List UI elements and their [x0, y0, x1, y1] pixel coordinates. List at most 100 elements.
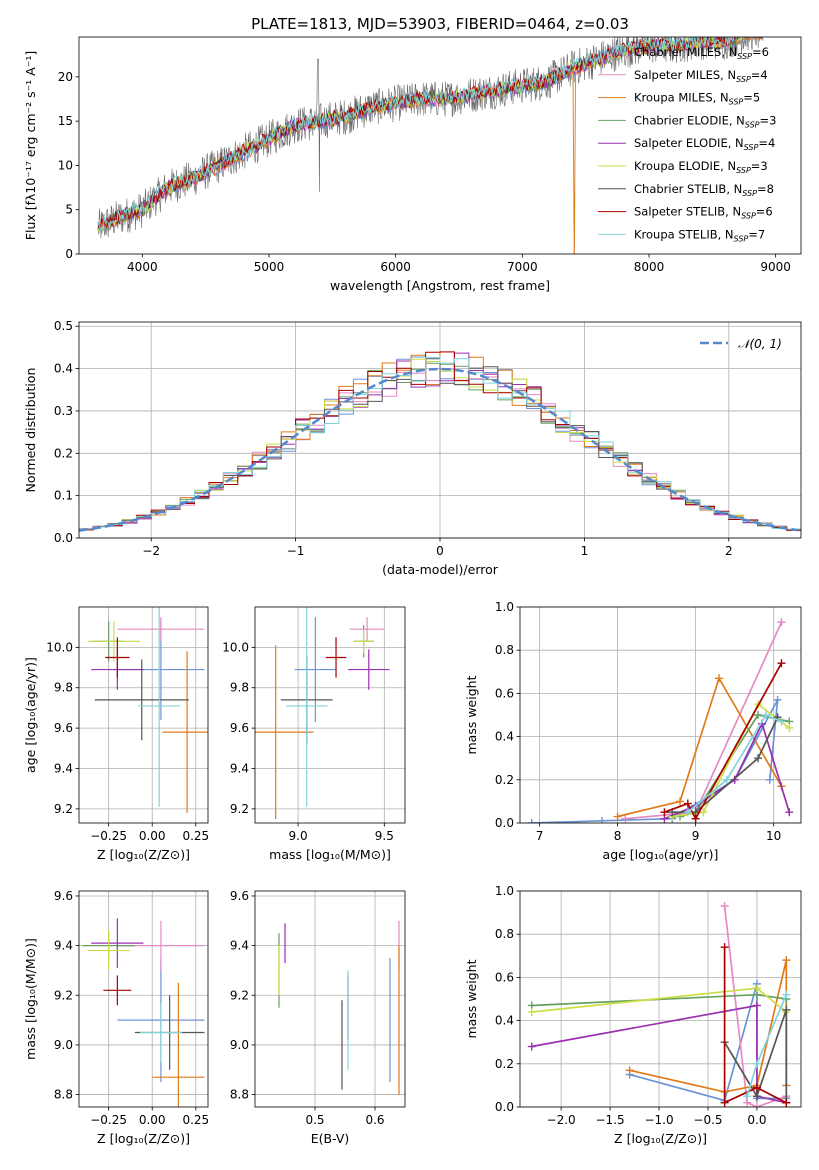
mass-weight-marker [777, 717, 786, 726]
mass-vs-Z-panel: −0.25 0.00 0.25 8.8 9.0 9.2 9.4 9.6 Z [log₁₀(Z/Z… [23, 889, 209, 1146]
mass-weight-line [723, 947, 787, 1105]
legend-entry-sub: SSP [745, 120, 760, 129]
x-axis-label: Z [log₁₀(Z/Z⊙)] [97, 847, 190, 862]
y-tick-label: 9.6 [230, 889, 249, 903]
axes-frame [519, 890, 802, 1108]
mass-weight-marker [527, 1007, 536, 1016]
weight-vs-age-plot-area [527, 618, 794, 823]
legend-entry-sub: SSP [744, 143, 759, 152]
mass-vs-ebv-axes: 0.5 0.6 8.8 9.0 9.2 9.4 9.6 E(B-V) [230, 889, 406, 1146]
x-tick-label: 9.5 [375, 829, 394, 843]
x-tick-label: 2 [725, 544, 733, 558]
x-tick-label: 7 [536, 829, 544, 843]
x-axis-label: mass [log₁₀(M/M⊙)] [269, 847, 391, 862]
mass-weight-line [723, 1009, 788, 1103]
y-tick-label: 15 [58, 114, 73, 128]
legend-entry-count: =4 [758, 136, 775, 150]
legend-entry-count: =5 [743, 91, 760, 105]
legend-entry-count: =8 [757, 182, 774, 196]
mass-weight-line [531, 1004, 787, 1104]
legend-entry-count: =7 [748, 227, 765, 241]
residuals-panel: −2 −1 0 1 2 0.0 0.1 0.2 0.3 0.4 0.5 (data-model)/er… [23, 319, 802, 577]
x-tick-label: −0.25 [90, 829, 127, 843]
residuals-plot-area [79, 351, 801, 532]
mass-weight-marker [777, 618, 786, 627]
legend-entry-name: Chabrier MILES, N [634, 45, 737, 59]
mass-weight-marker [722, 775, 731, 784]
x-tick-label: 10 [766, 829, 781, 843]
mass-weight-marker [782, 1098, 791, 1107]
axes-frame [78, 606, 209, 824]
x-tick-label: −0.5 [693, 1113, 722, 1127]
x-tick-label: 0 [436, 544, 444, 558]
y-tick-label: 0.2 [54, 446, 73, 460]
y-tick-label: 0.6 [495, 686, 514, 700]
weight-vs-age-panel: 7 8 9 10 0.0 0.2 0.4 0.6 0.8 1.0 age [log₁₀(age/yr… [464, 600, 802, 862]
legend-entry-name: Kroupa STELIB, N [634, 227, 734, 241]
x-tick-label: 4000 [127, 260, 158, 274]
weight-vs-Z-panel: −2.0 −1.5 −1.0 −0.5 0.0 0.0 0.2 0.4 0.6 0.8 1.0 Z [… [464, 884, 802, 1146]
mass-weight-marker [761, 711, 770, 719]
mass-weight-marker [782, 990, 791, 999]
y-tick-label: 9.8 [230, 681, 249, 695]
y-tick-label: 8.8 [54, 1088, 73, 1102]
y-tick-label: 9.6 [230, 721, 249, 735]
legend-entry: Salpeter MILES, NSSP=4 [634, 68, 768, 84]
y-tick-label: 1.0 [495, 600, 514, 614]
mass-weight-marker [743, 1092, 752, 1101]
x-tick-label: 9 [692, 829, 700, 843]
y-tick-label: 0.0 [495, 1100, 514, 1114]
y-tick-label: 0.3 [54, 404, 73, 418]
legend-entry-count: =4 [751, 68, 768, 82]
legend-entry: Kroupa MILES, NSSP=5 [634, 91, 760, 107]
y-tick-label: 0.2 [495, 1057, 514, 1071]
y-tick-label: 9.2 [230, 988, 249, 1002]
legend-entry-name: Salpeter MILES, N [634, 68, 736, 82]
legend-entry: Kroupa STELIB, NSSP=7 [634, 227, 765, 243]
x-tick-label: 0.6 [365, 1113, 384, 1127]
mass-weight-marker [754, 754, 763, 763]
axes-frame [254, 606, 406, 824]
age-vs-Z-axes: −0.25 0.00 0.25 9.2 9.4 9.6 9.8 10.0 Z [log₁₀(Z/… [23, 606, 209, 862]
mass-weight-marker [691, 814, 700, 823]
legend-entry-name: Kroupa ELODIE, N [634, 159, 736, 173]
mass-weight-marker [782, 956, 791, 965]
x-tick-label: −1 [287, 544, 305, 558]
y-axis-label: Flux [fλ10⁻¹⁷ erg cm⁻² s⁻¹ A⁻¹] [23, 51, 38, 240]
mass-weight-marker [683, 799, 692, 808]
legend-entry-sub: SSP [729, 98, 744, 107]
axes-frame [254, 890, 406, 1108]
x-tick-label: 6000 [380, 260, 411, 274]
age-vs-mass-axes: 9.0 9.5 9.2 9.4 9.6 9.8 10.0 mass [log₁₀(M/M⊙)] [222, 606, 406, 862]
mass-weight-marker [752, 1103, 761, 1107]
y-tick-label: 9.6 [54, 721, 73, 735]
mass-weight-marker [625, 1066, 634, 1075]
legend-entry-name: Salpeter ELODIE, N [634, 136, 744, 150]
y-tick-label: 0.8 [495, 643, 514, 657]
y-tick-label: 9.8 [54, 681, 73, 695]
y-axis-label: mass [log₁₀(M/M⊙)] [23, 938, 38, 1060]
y-tick-label: 9.4 [54, 761, 73, 775]
x-tick-label: 9000 [760, 260, 791, 274]
y-tick-label: 0.4 [495, 1014, 514, 1028]
legend-entry-name: Salpeter STELIB, N [634, 205, 741, 219]
normal-legend-label: 𝒩(0, 1) [738, 337, 782, 351]
x-tick-label: 0.5 [305, 1113, 324, 1127]
legend-entry: Salpeter ELODIE, NSSP=4 [634, 136, 775, 152]
y-tick-label: 5 [65, 203, 73, 217]
mass-weight-marker [621, 814, 630, 823]
mass-weight-line [531, 699, 779, 823]
legend-entry: Chabrier STELIB, NSSP=8 [634, 182, 774, 198]
figure-title: PLATE=1813, MJD=53903, FIBERID=0464, z=0… [251, 15, 629, 33]
y-tick-label: 0.2 [495, 773, 514, 787]
mass-weight-marker [752, 984, 761, 993]
mass-weight-marker [752, 1059, 761, 1068]
weight-vs-age-axes: 7 8 9 10 0.0 0.2 0.4 0.6 0.8 1.0 age [log₁₀(age/yr… [464, 600, 802, 862]
x-tick-label: 1 [581, 544, 589, 558]
y-tick-label: 9.0 [54, 1038, 73, 1052]
mass-weight-marker [597, 816, 606, 823]
mass-vs-ebv-panel: 0.5 0.6 8.8 9.0 9.2 9.4 9.6 E(B-V) [230, 889, 406, 1146]
mass-weight-marker [754, 711, 763, 719]
